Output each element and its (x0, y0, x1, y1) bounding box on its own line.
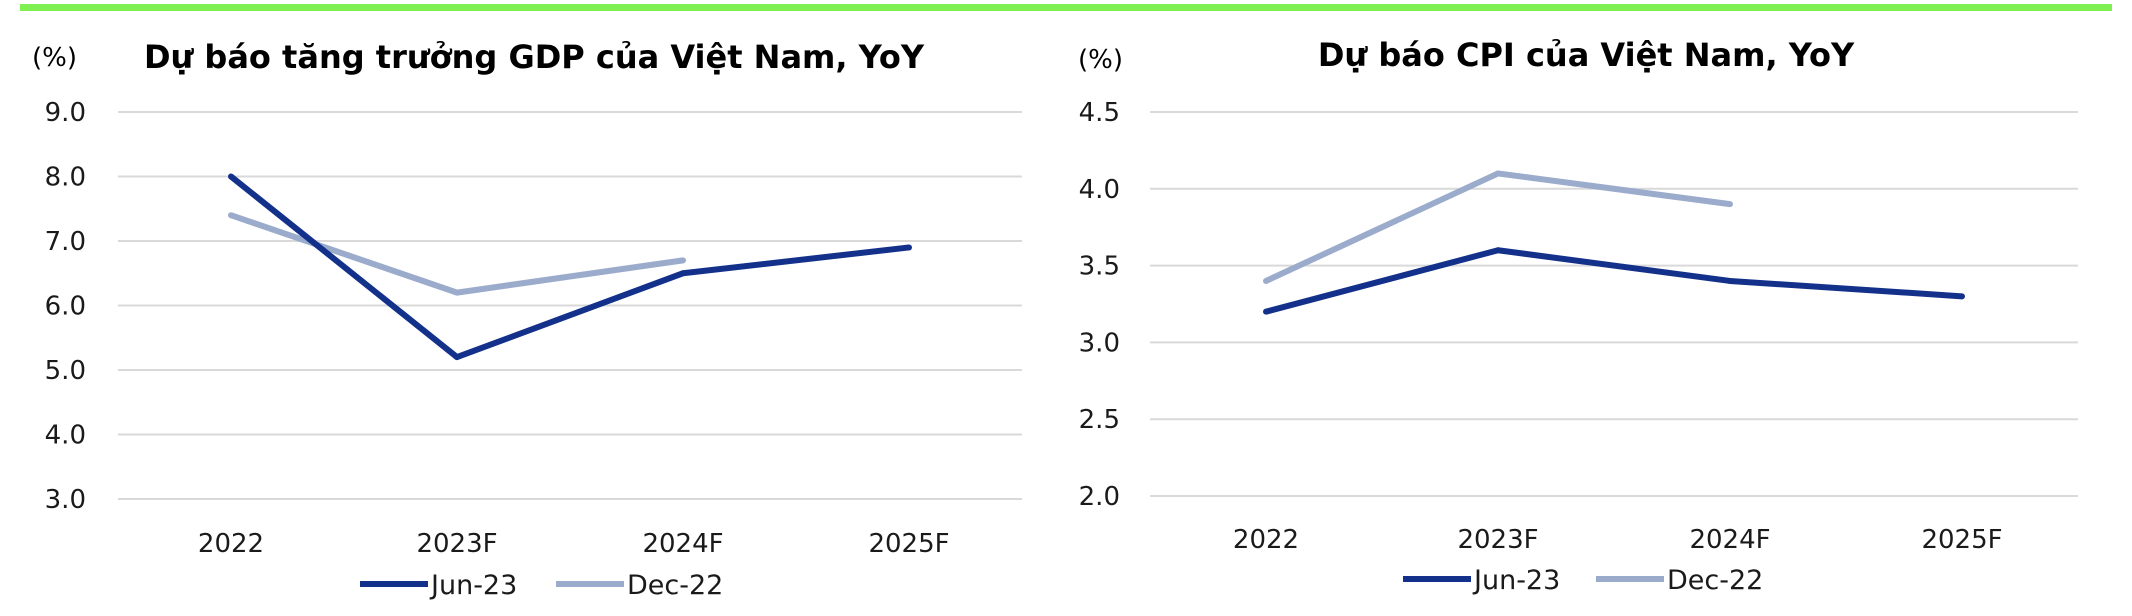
y-tick-label: 7.0 (45, 227, 86, 257)
cpi-series (1263, 170, 1965, 315)
gdp-grid (118, 111, 1022, 500)
data-point (454, 289, 460, 296)
data-point (906, 244, 912, 251)
gdp-chart-title: Dự báo tăng trưởng GDP của Việt Nam, YoY (144, 38, 925, 76)
series-line-jun-23 (229, 174, 910, 361)
data-point (1263, 277, 1269, 284)
cpi-chart-title: Dự báo CPI của Việt Nam, YoY (1318, 36, 1855, 74)
x-tick-label: 2025F (868, 529, 949, 559)
x-tick-label: 2023F (1457, 525, 1538, 555)
legend-label: Jun-23 (429, 570, 517, 601)
data-point (228, 212, 234, 219)
data-point (1727, 201, 1733, 208)
x-tick-label: 2024F (642, 529, 723, 559)
gdp-legend: Jun-23 Dec-22 (360, 570, 723, 601)
x-tick-label: 2022 (198, 529, 264, 559)
cpi-y-ticks: 4.5 4.0 3.5 3.0 2.5 2.0 (1079, 98, 1120, 512)
y-tick-label: 4.0 (1079, 175, 1120, 205)
data-point (1263, 308, 1269, 315)
gdp-unit-label: (%) (32, 43, 77, 73)
cpi-grid (1150, 111, 2078, 497)
data-point (228, 173, 234, 180)
cpi-x-ticks: 2022 2023F 2024F 2025F (1233, 525, 2003, 555)
data-point (1495, 170, 1501, 177)
y-tick-label: 4.0 (45, 421, 86, 451)
cpi-legend: Jun-23 Dec-22 (1403, 565, 1763, 596)
gdp-x-ticks: 2022 2023F 2024F 2025F (198, 529, 950, 559)
data-point (1495, 247, 1501, 254)
cpi-unit-label: (%) (1078, 45, 1123, 75)
data-point (680, 257, 686, 264)
x-tick-label: 2025F (1921, 525, 2002, 555)
gdp-series (228, 173, 912, 361)
data-point (1959, 293, 1965, 300)
legend-label: Jun-23 (1472, 565, 1560, 596)
gdp-y-ticks: 9.0 8.0 7.0 6.0 5.0 4.0 3.0 (45, 98, 86, 515)
top-accent-bar (20, 4, 2112, 11)
y-tick-label: 3.0 (1079, 328, 1120, 358)
y-tick-label: 3.5 (1079, 252, 1120, 282)
legend-label: Dec-22 (1667, 565, 1763, 596)
y-tick-label: 2.0 (1079, 482, 1120, 512)
cpi-forecast-chart: (%) Dự báo CPI của Việt Nam, YoY 4.5 4.0 3… (1078, 36, 2078, 596)
y-tick-label: 8.0 (45, 163, 86, 193)
y-tick-label: 5.0 (45, 356, 86, 386)
y-tick-label: 3.0 (45, 485, 86, 515)
data-point (1727, 277, 1733, 284)
data-point (454, 354, 460, 361)
y-tick-label: 2.5 (1079, 405, 1120, 435)
x-tick-label: 2022 (1233, 525, 1299, 555)
x-tick-label: 2024F (1689, 525, 1770, 555)
series-line-jun-23 (1265, 247, 1963, 315)
data-point (680, 270, 686, 277)
series-line-dec-22 (230, 212, 684, 296)
gdp-forecast-chart: (%) Dự báo tăng trưởng GDP của Việt Nam,… (32, 38, 1022, 601)
y-tick-label: 6.0 (45, 292, 86, 322)
y-tick-label: 4.5 (1079, 98, 1120, 128)
x-tick-label: 2023F (416, 529, 497, 559)
legend-label: Dec-22 (627, 570, 723, 601)
y-tick-label: 9.0 (45, 98, 86, 128)
